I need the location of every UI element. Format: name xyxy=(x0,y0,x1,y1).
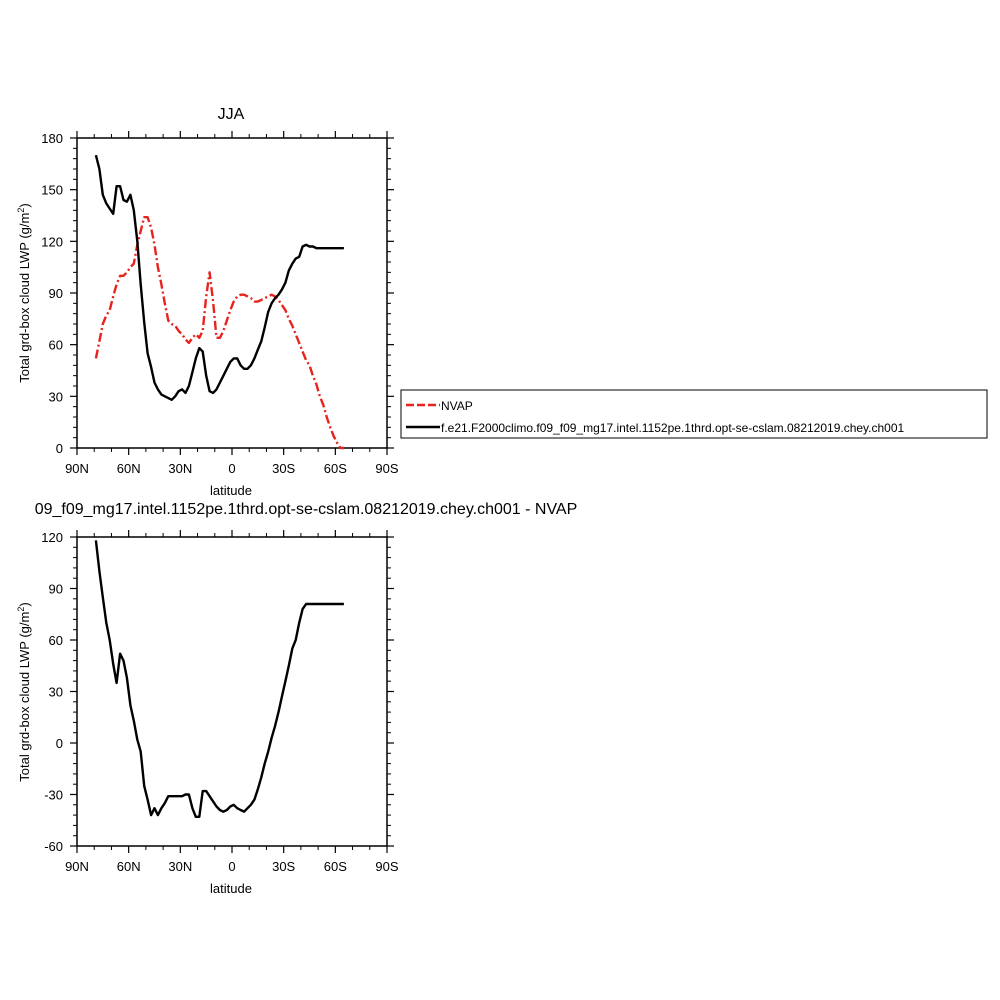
bottom-x-tick-label: 60S xyxy=(324,859,347,874)
bottom-y-tick-label: -60 xyxy=(44,839,63,854)
top-x-tick-label: 90N xyxy=(65,461,89,476)
top-series-line-nvap xyxy=(94,215,344,450)
top-y-axis-label: Total grd-box cloud LWP (g/m2) xyxy=(16,203,32,382)
bottom-x-tick-label: 60N xyxy=(117,859,141,874)
bottom-series-line-difference xyxy=(94,540,344,818)
top-series-line-model xyxy=(94,154,344,401)
bottom-y-tick-label: 60 xyxy=(49,633,63,648)
bottom-x-axis-label: latitude xyxy=(210,881,252,896)
top-y-tick-label: 90 xyxy=(49,286,63,301)
bottom-plot-frame xyxy=(76,536,388,847)
bottom-chart-title: 09_f09_mg17.intel.1152pe.1thrd.opt-se-cs… xyxy=(35,501,578,518)
bottom-x-tick-label: 30N xyxy=(168,859,192,874)
bottom-x-tick-label: 90S xyxy=(375,859,398,874)
top-y-tick-label: 60 xyxy=(49,338,63,353)
bottom-y-tick-label: 0 xyxy=(56,736,63,751)
top-y-tick-label: 150 xyxy=(41,183,63,198)
bottom-x-tick-label: 0 xyxy=(228,859,235,874)
top-x-tick-label: 60S xyxy=(324,461,347,476)
bottom-y-tick-label: 90 xyxy=(49,582,63,597)
legend-label-nvap: NVAP xyxy=(441,399,473,413)
bottom-x-tick-label: 90N xyxy=(65,859,89,874)
top-x-axis-label: latitude xyxy=(210,483,252,498)
top-x-tick-label: 30N xyxy=(168,461,192,476)
bottom-y-tick-label: -30 xyxy=(44,788,63,803)
bottom-x-tick-label: 30S xyxy=(272,859,295,874)
legend: NVAP f.e21.F2000climo.f09_f09_mg17.intel… xyxy=(400,389,988,439)
top-y-tick-label: 180 xyxy=(41,131,63,146)
top-x-tick-label: 60N xyxy=(117,461,141,476)
top-y-tick-label: 0 xyxy=(56,441,63,456)
bottom-panel: 09_f09_mg17.intel.1152pe.1thrd.opt-se-cs… xyxy=(16,501,577,896)
top-x-tick-label: 30S xyxy=(272,461,295,476)
bottom-y-axis-label: Total grd-box cloud LWP (g/m2) xyxy=(16,602,32,781)
top-x-tick-label: 0 xyxy=(228,461,235,476)
top-y-tick-label: 120 xyxy=(41,234,63,249)
top-plot-frame xyxy=(76,137,388,449)
top-x-tick-label: 90S xyxy=(375,461,398,476)
legend-box xyxy=(400,389,988,439)
bottom-y-tick-label: 120 xyxy=(41,530,63,545)
top-chart-title: JJA xyxy=(218,106,245,123)
bottom-y-tick-label: 30 xyxy=(49,685,63,700)
legend-label-model: f.e21.F2000climo.f09_f09_mg17.intel.1152… xyxy=(441,421,905,435)
top-y-tick-label: 30 xyxy=(49,389,63,404)
